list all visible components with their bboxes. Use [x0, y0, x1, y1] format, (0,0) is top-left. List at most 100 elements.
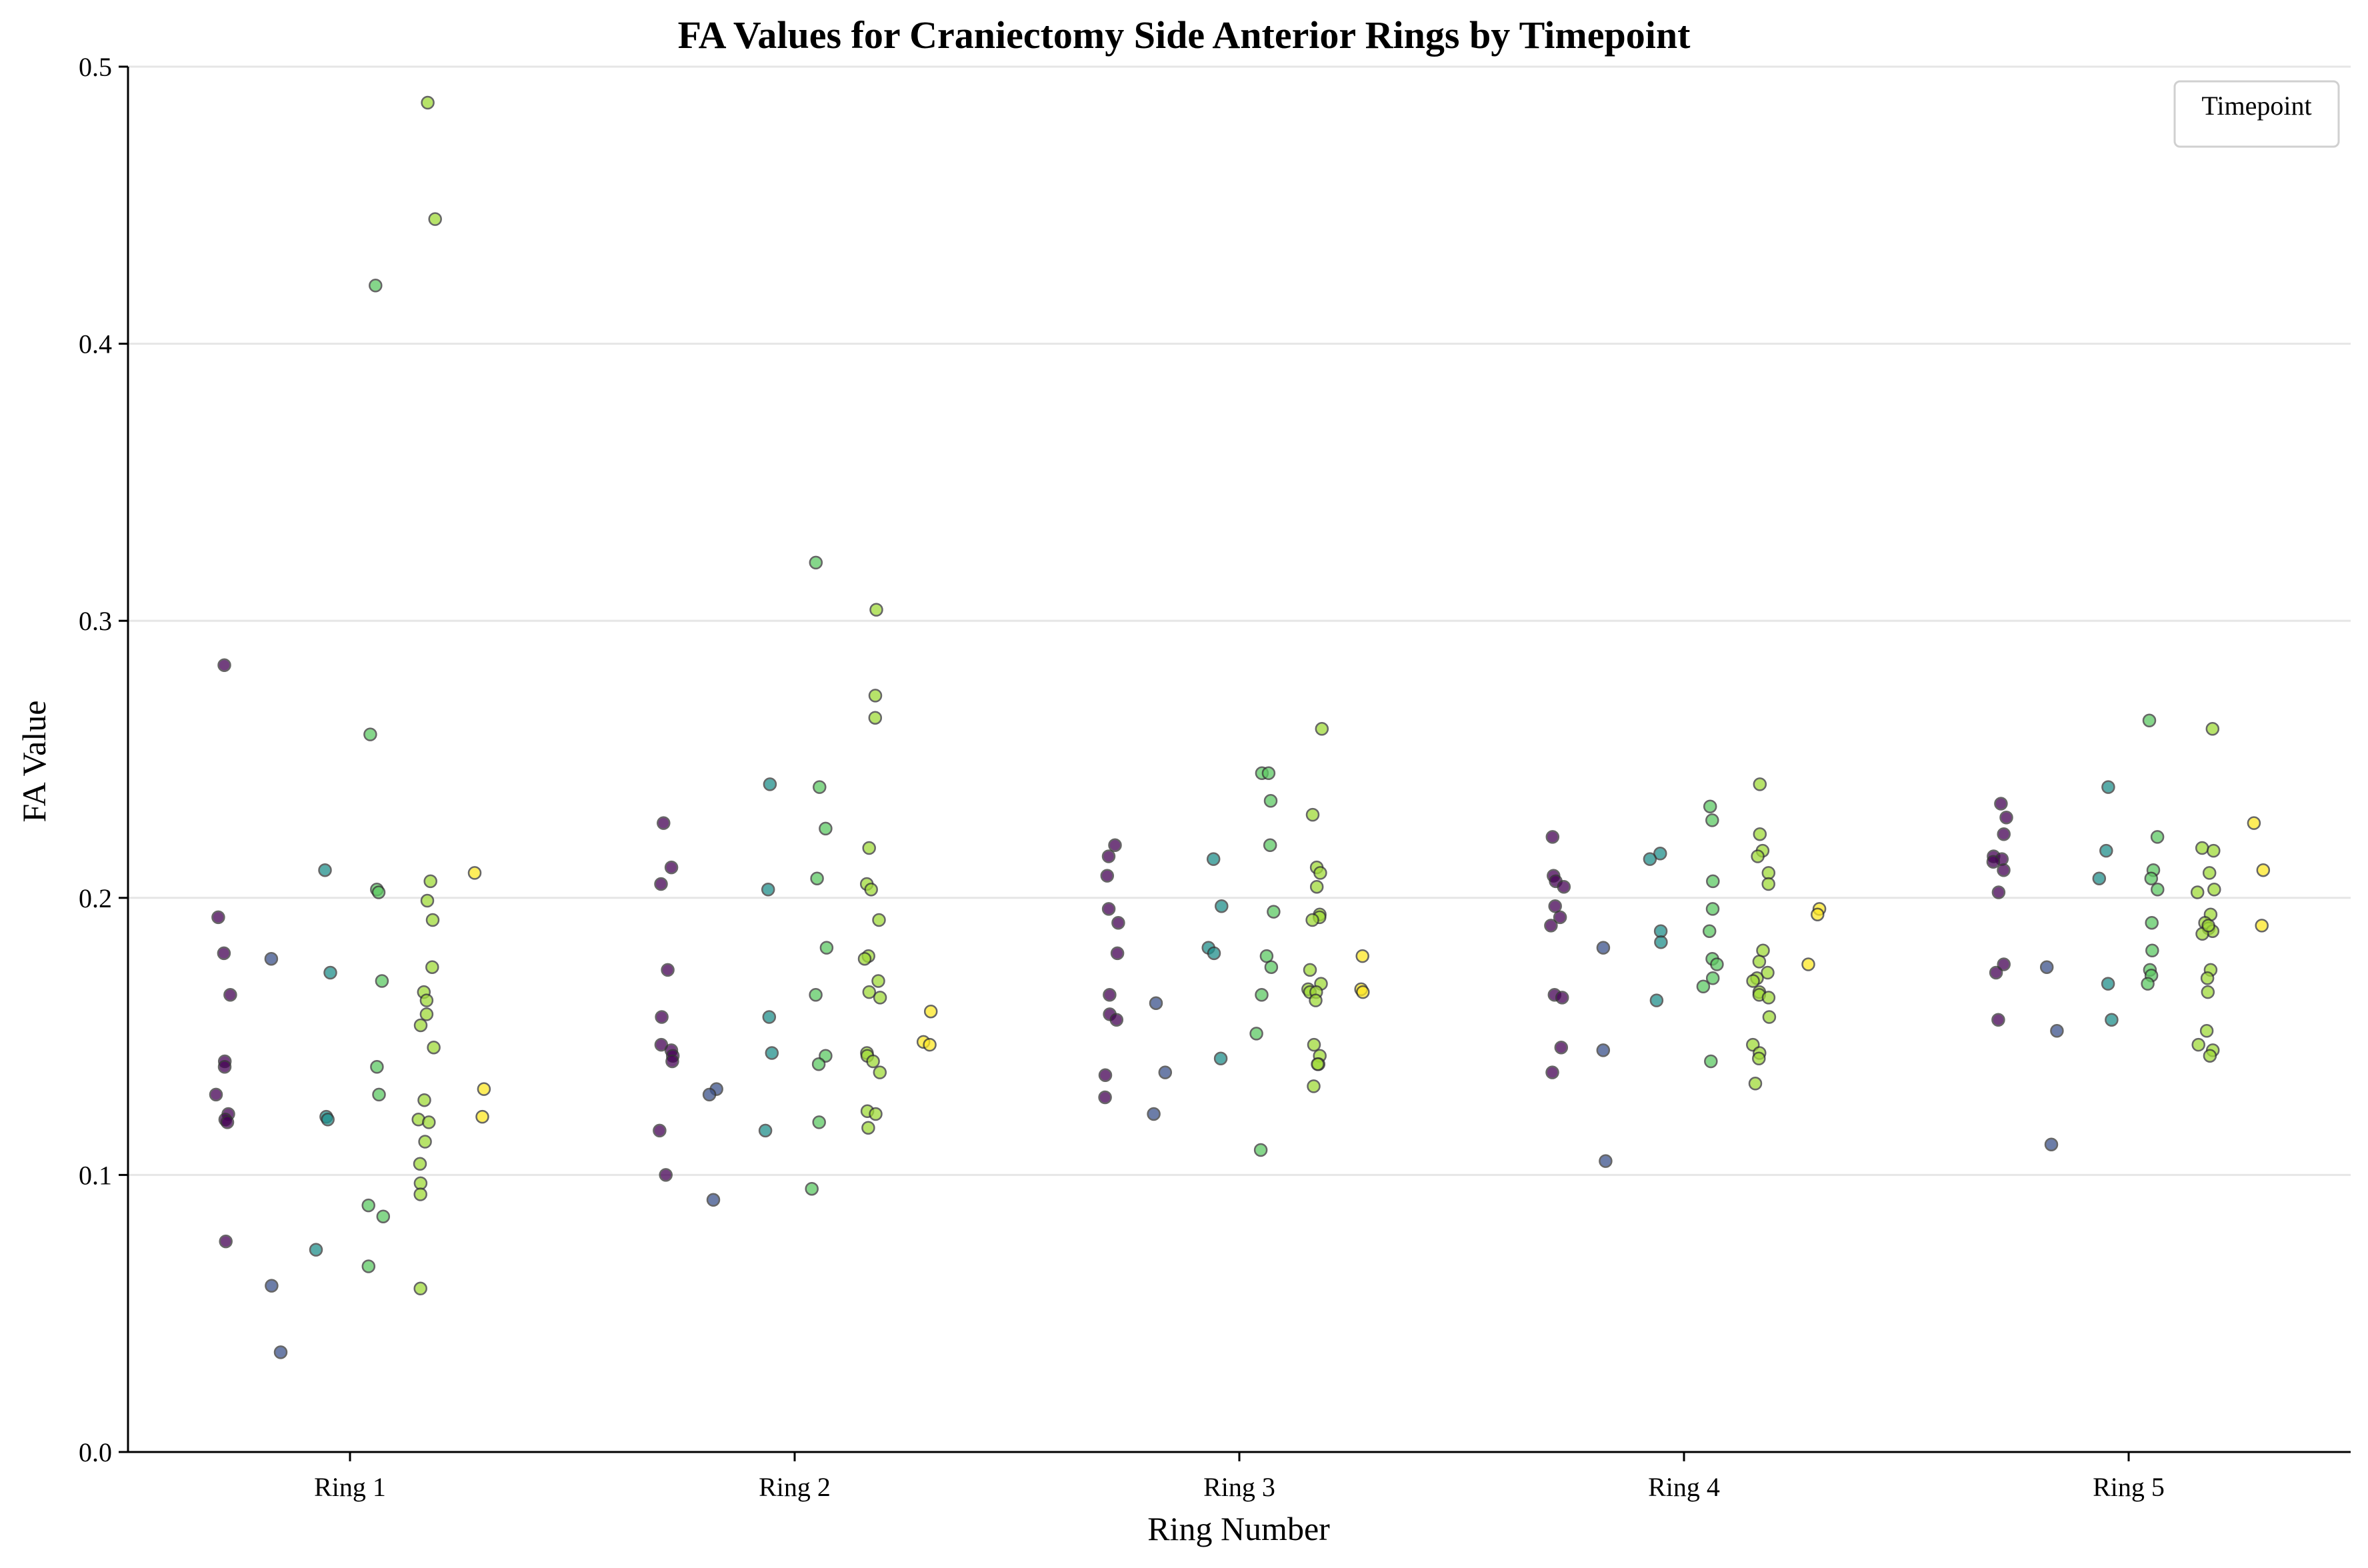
scatter-point — [1267, 905, 1281, 919]
scatter-point — [2144, 871, 2159, 885]
scatter-point — [809, 555, 823, 570]
y-tick-label: 0.3 — [79, 606, 112, 636]
scatter-point — [864, 883, 878, 897]
scatter-point — [475, 1109, 489, 1124]
scatter-point — [428, 212, 442, 226]
scatter-point — [413, 1187, 427, 1201]
scatter-point — [209, 1087, 223, 1102]
scatter-point — [654, 877, 668, 891]
scatter-point — [1109, 1013, 1124, 1027]
x-tick-label: Ring 3 — [1203, 1472, 1275, 1502]
scatter-point — [665, 1054, 679, 1069]
scatter-point — [659, 1168, 673, 1182]
scatter-point — [1311, 1057, 1325, 1071]
scatter-point — [419, 993, 434, 1007]
scatter-point — [1307, 1037, 1321, 1052]
scatter-point — [1557, 879, 1571, 894]
grid-lines — [128, 65, 2351, 1176]
scatter-point — [1103, 988, 1117, 1002]
scatter-point — [1703, 799, 1717, 813]
scatter-point — [1746, 974, 1760, 988]
scatter-point — [813, 780, 827, 794]
scatter-point — [1811, 907, 1825, 921]
scatter-point — [873, 1065, 887, 1079]
scatter-point — [413, 1018, 428, 1033]
scatter-point — [1207, 946, 1221, 961]
scatter-point — [211, 910, 225, 925]
scatter-point — [1753, 777, 1767, 791]
scatter-point — [2145, 943, 2159, 958]
y-axis-label: FA Value — [15, 701, 53, 823]
scatter-point — [1206, 852, 1221, 866]
scatter-point — [2207, 883, 2221, 897]
scatter-point — [661, 963, 675, 977]
scatter-point — [1989, 965, 2003, 980]
scatter-point — [758, 1123, 773, 1138]
scatter-point — [2202, 866, 2217, 880]
scatter-point — [869, 603, 883, 617]
scatter-point — [805, 1181, 819, 1196]
scatter-point — [819, 941, 834, 955]
scatter-point — [1997, 827, 2011, 841]
scatter-point — [1554, 1040, 1569, 1055]
scatter-point — [1999, 811, 2013, 825]
scatter-point — [1753, 827, 1767, 841]
scatter-point — [1215, 899, 1229, 913]
scatter-point — [819, 821, 833, 836]
x-axis-label: Ring Number — [1147, 1510, 1330, 1547]
legend-box — [2173, 80, 2340, 148]
scatter-point — [419, 1007, 434, 1021]
scatter-point — [2151, 883, 2165, 897]
scatter-point — [811, 1057, 826, 1071]
scatter-point — [421, 95, 435, 110]
scatter-point — [655, 1010, 669, 1024]
scatter-point — [1249, 1027, 1263, 1041]
scatter-point — [273, 1345, 288, 1359]
scatter-point — [375, 974, 389, 988]
scatter-point — [265, 1279, 279, 1293]
scatter-point — [1548, 899, 1562, 913]
scatter-point — [223, 988, 237, 1002]
scatter-point — [1654, 935, 1668, 949]
scatter-point — [1751, 849, 1765, 863]
scatter-point — [923, 1004, 938, 1019]
scatter-point — [1756, 943, 1770, 958]
scatter-point — [810, 871, 824, 885]
scatter-point — [1748, 1077, 1763, 1091]
scatter-point — [427, 1040, 441, 1055]
scatter-point — [264, 951, 279, 966]
scatter-point — [370, 1060, 384, 1074]
scatter-point — [1253, 1143, 1268, 1157]
scatter-point — [2145, 915, 2159, 930]
scatter-point — [1101, 849, 1116, 863]
scatter-point — [2200, 971, 2215, 985]
scatter-point — [220, 1115, 235, 1129]
scatter-point — [1305, 807, 1320, 822]
scatter-point — [369, 279, 383, 293]
scatter-point — [1108, 838, 1122, 853]
scatter-point — [2101, 780, 2115, 794]
scatter-point — [2150, 830, 2165, 844]
scatter-point — [2203, 1049, 2217, 1063]
chart-title: FA Values for Craniectomy Side Anterior … — [678, 13, 1691, 57]
y-tick-label: 0.4 — [79, 329, 112, 359]
scatter-point — [425, 960, 439, 974]
scatter-point — [664, 860, 679, 875]
scatter-point — [418, 1135, 432, 1149]
scatter-point — [1762, 1010, 1777, 1024]
x-tick-label: Ring 4 — [1648, 1472, 1720, 1502]
scatter-point — [1255, 988, 1269, 1002]
scatter-point — [1596, 1043, 1611, 1057]
scatter-point — [1147, 1107, 1161, 1121]
scatter-point — [1705, 971, 1720, 985]
scatter-point — [309, 1243, 323, 1257]
scatter-point — [1706, 874, 1720, 889]
scatter-point — [2207, 843, 2221, 858]
legend: Timepoint — [2173, 80, 2340, 148]
scatter-point — [763, 777, 777, 791]
scatter-point — [1704, 1054, 1718, 1069]
scatter-point — [425, 913, 440, 927]
scatter-point — [1653, 847, 1667, 861]
scatter-point — [1702, 924, 1717, 938]
scatter-point — [2092, 871, 2107, 885]
